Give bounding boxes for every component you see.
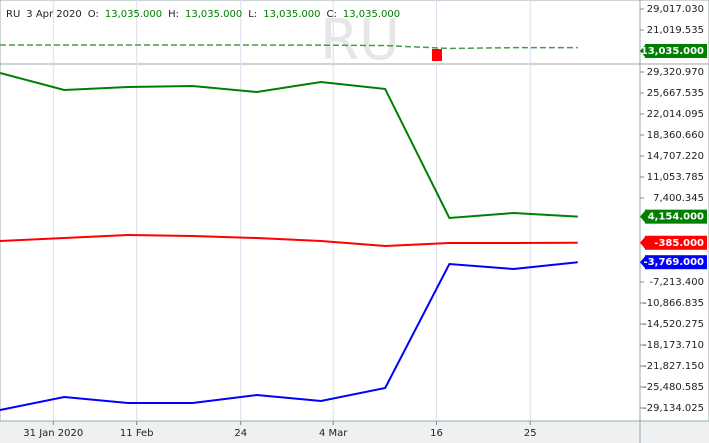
- x-tick-label: 31 Jan 2020: [23, 428, 83, 439]
- x-axis-bg: [0, 421, 709, 443]
- header-text: 3 Apr 2020: [26, 9, 81, 20]
- y-tick-label: 29,320.970: [647, 67, 704, 78]
- y-tick-label: 7,400.345: [653, 193, 704, 204]
- value-label-arrow: [640, 255, 646, 270]
- value-label: -3,769.000: [644, 257, 704, 268]
- header: RU 3 Apr 2020 O: 13,035.000 H: 13,035.000 L: 13…: [6, 9, 400, 20]
- x-tick-label: 25: [524, 428, 537, 439]
- series-line: [0, 44, 578, 50]
- value-label-bg: [645, 235, 707, 250]
- value-label-bg: [645, 255, 707, 270]
- header-text: C:: [326, 9, 336, 20]
- y-tick-label: -10,866.835: [643, 298, 704, 309]
- candle: [432, 48, 442, 61]
- y-tick-label: -7,213.400: [649, 277, 704, 288]
- y-tick-label: 11,053.785: [647, 172, 704, 183]
- x-tick-label: 4 Mar: [319, 428, 348, 439]
- x-tick-label: 11 Feb: [120, 428, 154, 439]
- value-label-arrow: [640, 235, 646, 250]
- value-label-arrow: [640, 43, 646, 58]
- header-text: L:: [248, 9, 257, 20]
- header-text: 13,035.000: [105, 9, 162, 20]
- y-tick-label: 14,707.220: [647, 151, 704, 162]
- y-tick-label: 21,019.535: [647, 25, 704, 36]
- x-tick-label: 16: [430, 428, 443, 439]
- value-label: 13,035.000: [641, 46, 704, 57]
- y-tick-label: -18,173.710: [643, 340, 704, 351]
- value-label: -385.000: [654, 238, 704, 249]
- y-tick-label: -25,480.585: [643, 382, 704, 393]
- y-tick-label: -21,827.150: [643, 361, 704, 372]
- header-text: 13,035.000: [343, 9, 400, 20]
- value-label-bg: [645, 43, 707, 58]
- header-text: 13,035.000: [185, 9, 242, 20]
- x-tick-label: 24: [234, 428, 247, 439]
- y-tick-label: -29,134.025: [643, 403, 704, 414]
- series-line: [0, 72, 578, 220]
- y-tick-label: 25,667.535: [647, 88, 704, 99]
- y-tick-label: -14,520.275: [643, 319, 704, 330]
- header-text: RU: [6, 9, 20, 20]
- value-label-bg: [645, 209, 707, 224]
- y-tick-label: 22,014.095: [647, 109, 704, 120]
- series-line: [0, 261, 578, 411]
- series-line: [0, 233, 578, 247]
- header-text: 13,035.000: [263, 9, 320, 20]
- header-text: H:: [168, 9, 179, 20]
- y-tick-label: 18,360.660: [647, 130, 704, 141]
- value-label-arrow: [640, 209, 646, 224]
- header-text: O:: [88, 9, 99, 20]
- y-tick-label: 29,017.030: [647, 4, 704, 15]
- value-label: 4,154.000: [648, 212, 704, 223]
